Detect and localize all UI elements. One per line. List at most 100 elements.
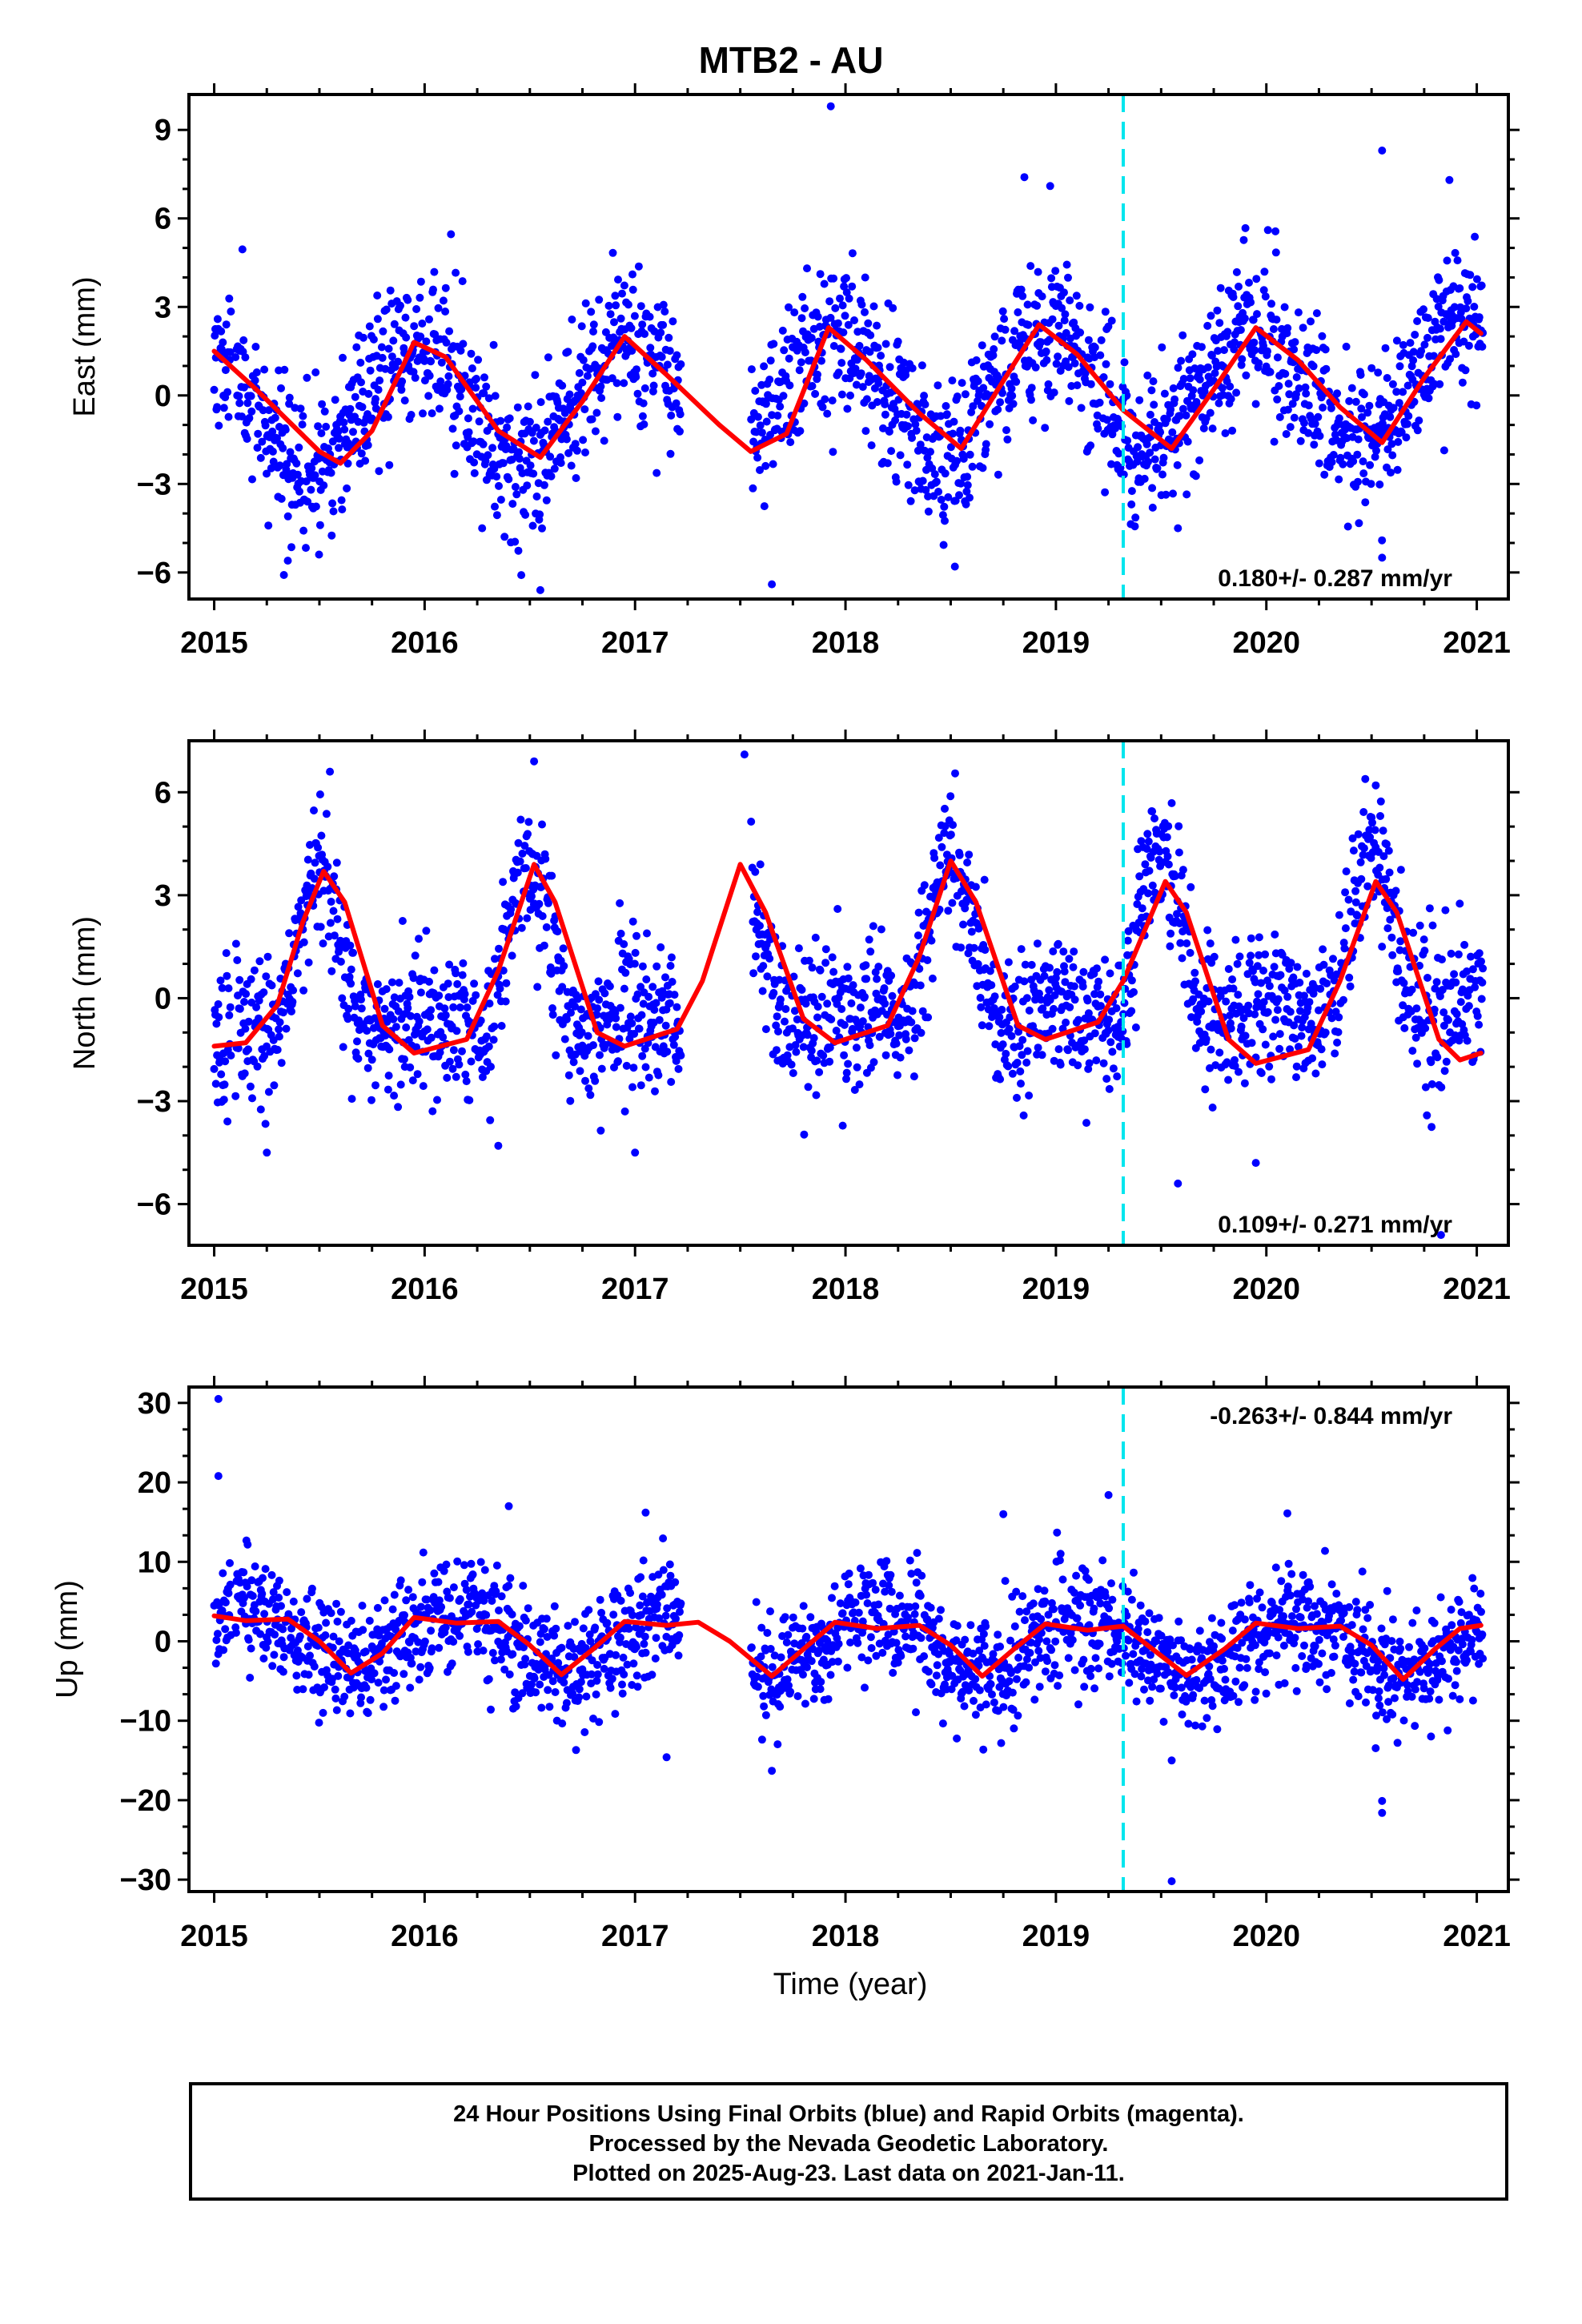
data-point: [1349, 846, 1358, 855]
data-point: [918, 476, 927, 485]
data-point: [749, 484, 757, 493]
data-point: [495, 1606, 503, 1614]
data-point: [651, 1655, 660, 1663]
data-point: [512, 1702, 520, 1711]
data-point: [611, 292, 620, 300]
data-point: [297, 1608, 306, 1617]
data-point: [1413, 1059, 1422, 1068]
data-point: [569, 1058, 578, 1067]
data-point: [783, 1051, 792, 1059]
data-point: [641, 1648, 650, 1657]
data-point: [532, 1688, 540, 1697]
data-point: [221, 366, 230, 375]
data-point: [1254, 990, 1263, 999]
data-point: [398, 917, 407, 925]
data-point: [1388, 380, 1397, 388]
data-point: [264, 406, 273, 415]
data-point: [797, 358, 805, 367]
data-point: [426, 1012, 435, 1021]
data-point: [656, 943, 665, 951]
data-point: [865, 1041, 874, 1050]
data-point: [468, 404, 477, 413]
data-point: [1027, 384, 1036, 392]
data-point: [1251, 346, 1259, 355]
data-point: [311, 471, 319, 480]
data-point: [978, 464, 987, 472]
data-point: [1356, 371, 1365, 380]
data-point: [644, 992, 653, 1001]
data-point: [996, 398, 1005, 407]
data-point: [1173, 460, 1182, 469]
data-point: [934, 381, 942, 390]
data-point: [497, 1022, 506, 1030]
data-point: [620, 1670, 628, 1679]
data-point: [572, 474, 580, 482]
data-point: [1035, 989, 1043, 998]
data-point: [518, 1689, 527, 1698]
data-point: [474, 1640, 483, 1649]
data-point: [666, 449, 675, 458]
data-point: [632, 372, 640, 381]
data-point: [1273, 1006, 1282, 1015]
data-point: [1295, 384, 1303, 392]
data-point: [452, 441, 460, 450]
data-point: [930, 854, 939, 862]
data-point: [528, 892, 536, 901]
data-point: [1349, 457, 1358, 465]
data-point: [558, 1719, 567, 1728]
data-point: [1391, 887, 1400, 895]
data-point: [1038, 1004, 1047, 1013]
data-point: [1092, 1056, 1101, 1065]
data-point: [938, 842, 946, 851]
data-point: [670, 991, 679, 999]
data-point: [551, 1688, 560, 1696]
data-point: [760, 362, 769, 371]
data-point: [1043, 386, 1052, 395]
data-point: [306, 1651, 314, 1660]
data-point: [386, 286, 395, 295]
data-point: [677, 1051, 685, 1059]
data-point: [1017, 1080, 1025, 1088]
data-point: [1272, 316, 1281, 324]
data-point: [508, 1650, 517, 1659]
data-point: [275, 1018, 284, 1027]
data-point: [1421, 1083, 1430, 1092]
data-point: [842, 288, 851, 297]
data-point: [817, 992, 826, 1001]
data-point: [1404, 412, 1413, 420]
data-point: [1232, 267, 1241, 276]
data-point: [861, 961, 870, 970]
data-point: [1393, 465, 1402, 474]
data-point: [240, 1594, 248, 1602]
data-point: [401, 313, 410, 322]
outlier-point: [950, 562, 959, 571]
data-point: [1135, 396, 1144, 404]
data-point: [589, 1715, 597, 1723]
data-point: [809, 1034, 818, 1043]
data-point: [650, 327, 659, 336]
data-point: [638, 1592, 647, 1601]
data-point: [1274, 995, 1283, 1003]
data-point: [655, 1614, 664, 1622]
data-point: [1399, 979, 1408, 987]
data-point: [504, 475, 513, 484]
data-point: [289, 1597, 298, 1606]
data-point: [1372, 446, 1380, 455]
data-point: [1108, 1047, 1117, 1056]
data-point: [1345, 396, 1354, 405]
data-point: [841, 312, 849, 320]
data-point: [247, 1644, 255, 1653]
data-point: [416, 1663, 425, 1671]
data-point: [1358, 412, 1366, 421]
data-point: [1351, 898, 1360, 907]
data-point: [848, 1024, 857, 1033]
data-point: [963, 858, 972, 866]
data-point: [1093, 964, 1101, 973]
data-point: [1202, 1035, 1211, 1043]
data-point: [861, 308, 869, 316]
data-point: [633, 389, 642, 398]
data-point: [299, 986, 308, 995]
data-point: [1061, 978, 1070, 987]
data-point: [1123, 936, 1132, 945]
data-point: [442, 338, 451, 347]
